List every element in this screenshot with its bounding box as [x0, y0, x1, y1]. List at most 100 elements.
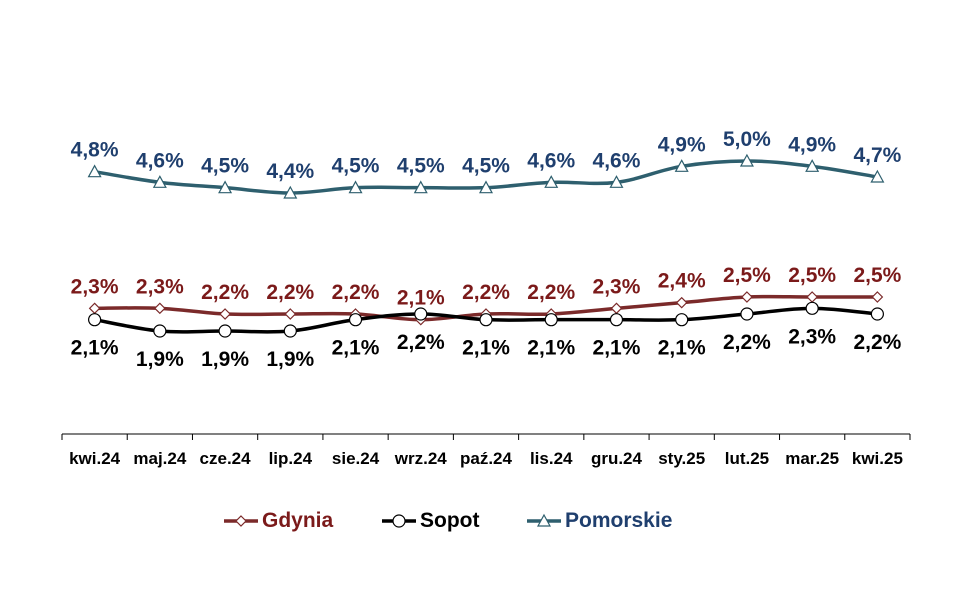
marker-sopot	[218, 324, 232, 338]
marker-gdynia	[741, 291, 753, 303]
x-tick-label: gru.24	[591, 449, 643, 468]
data-label-pomorskie: 4,8%	[71, 139, 119, 162]
data-label-pomorskie: 4,6%	[527, 149, 575, 172]
data-label-sopot: 2,2%	[853, 331, 901, 354]
marker-pomorskie	[152, 175, 167, 188]
data-label-sopot: 2,1%	[332, 337, 380, 360]
data-label-gdynia: 2,3%	[593, 275, 641, 298]
legend-item-gdynia: Gdynia	[222, 505, 333, 537]
data-label-gdynia: 2,2%	[462, 281, 510, 304]
marker-sopot	[479, 313, 493, 327]
marker-pomorskie	[348, 180, 363, 194]
legend-swatch-sopot	[382, 514, 416, 528]
data-label-sopot: 2,1%	[462, 337, 510, 360]
marker-sopot	[740, 307, 754, 321]
data-label-sopot: 2,1%	[71, 337, 119, 360]
legend: Gdynia Sopot Pomorskie	[0, 505, 968, 537]
x-tick-label: sie.24	[332, 449, 380, 468]
marker-gdynia	[806, 291, 819, 303]
data-label-sopot: 2,1%	[527, 337, 575, 360]
data-label-pomorskie: 4,9%	[658, 133, 706, 156]
data-label-gdynia: 2,4%	[658, 270, 706, 293]
marker-pomorskie	[413, 180, 428, 194]
data-label-gdynia: 2,3%	[136, 275, 184, 298]
data-label-pomorskie: 4,6%	[136, 149, 184, 172]
marker-sopot	[870, 307, 884, 321]
marker-sopot	[675, 313, 689, 327]
marker-pomorskie	[478, 180, 494, 194]
marker-pomorskie	[870, 169, 885, 183]
data-label-gdynia: 2,1%	[397, 287, 445, 310]
data-label-gdynia: 2,5%	[788, 264, 836, 287]
marker-sopot	[348, 313, 363, 327]
x-tick-label: kwi.25	[852, 449, 903, 468]
data-labels: 2,3% 2,3% 2,2% 2,2% 2,2% 2,1% 2,2% 2,2% 2,3% 2,4%…	[71, 128, 902, 371]
marker-pomorskie	[674, 159, 689, 172]
data-label-gdynia: 2,5%	[853, 264, 901, 287]
data-label-pomorskie: 4,6%	[593, 149, 641, 172]
legend-swatch-pomorskie	[527, 513, 561, 527]
marker-sopot	[283, 324, 297, 338]
data-label-gdynia: 2,5%	[723, 264, 771, 287]
x-tick-label: sty.25	[658, 449, 705, 468]
data-label-pomorskie: 4,9%	[788, 133, 836, 156]
data-label-pomorskie: 4,5%	[462, 155, 510, 178]
x-tick-label: maj.24	[133, 449, 186, 468]
x-tick-label: lip.24	[269, 449, 313, 468]
data-label-gdynia: 2,2%	[201, 281, 249, 304]
x-tick-label: kwi.24	[69, 449, 121, 468]
data-label-pomorskie: 4,4%	[266, 160, 314, 183]
legend-label-gdynia: Gdynia	[262, 509, 334, 532]
data-label-pomorskie: 4,7%	[853, 144, 901, 167]
data-label-sopot: 1,9%	[266, 348, 314, 371]
marker-sopot	[414, 307, 428, 321]
x-tick-label: wrz.24	[394, 449, 448, 468]
data-label-pomorskie: 4,5%	[201, 155, 249, 178]
marker-gdynia	[610, 302, 623, 315]
marker-sopot	[153, 324, 167, 338]
marker-sopot	[88, 313, 102, 327]
data-label-sopot: 2,3%	[788, 325, 836, 348]
x-tick-label: mar.25	[785, 449, 839, 468]
data-label-sopot: 1,9%	[136, 348, 184, 371]
marker-gdynia	[219, 308, 231, 320]
legend-item-sopot: Sopot	[380, 505, 479, 537]
data-label-pomorskie: 4,5%	[332, 155, 380, 178]
data-label-sopot: 2,2%	[397, 331, 445, 354]
legend-swatch-gdynia	[224, 515, 258, 527]
marker-gdynia	[153, 302, 166, 315]
marker-pomorskie	[544, 175, 559, 188]
marker-sopot	[805, 301, 819, 315]
data-label-sopot: 2,1%	[658, 337, 706, 360]
data-label-pomorskie: 4,5%	[397, 155, 445, 178]
marker-pomorskie	[87, 164, 102, 178]
legend-item-pomorskie: Pomorskie	[525, 505, 672, 537]
marker-gdynia	[675, 296, 688, 309]
marker-gdynia	[284, 308, 297, 320]
data-label-sopot: 2,2%	[723, 331, 771, 354]
marker-pomorskie	[283, 185, 298, 199]
data-label-gdynia: 2,3%	[71, 275, 119, 298]
x-tick-label: paź.24	[460, 449, 513, 468]
marker-gdynia	[88, 302, 101, 315]
x-tick-label: lis.24	[530, 449, 573, 468]
marker-pomorskie	[218, 180, 233, 194]
marker-sopot	[544, 313, 558, 327]
marker-pomorskie	[609, 175, 624, 188]
legend-label-sopot: Sopot	[420, 509, 480, 532]
data-label-gdynia: 2,2%	[266, 281, 314, 304]
x-tick-label: cze.24	[200, 449, 252, 468]
x-tick-label: lut.25	[725, 449, 769, 468]
series-markers	[87, 153, 885, 338]
data-label-sopot: 1,9%	[201, 348, 249, 371]
marker-pomorskie	[739, 153, 754, 167]
data-label-pomorskie: 5,0%	[723, 128, 771, 151]
marker-sopot	[609, 313, 624, 327]
data-label-gdynia: 2,2%	[332, 281, 380, 304]
marker-pomorskie	[805, 159, 820, 172]
marker-gdynia	[871, 291, 884, 303]
data-label-sopot: 2,1%	[593, 337, 641, 360]
legend-label-pomorskie: Pomorskie	[565, 509, 673, 532]
x-axis: kwi.24 maj.24 cze.24 lip.24 sie.24 wrz.24 paź.…	[61, 433, 911, 468]
